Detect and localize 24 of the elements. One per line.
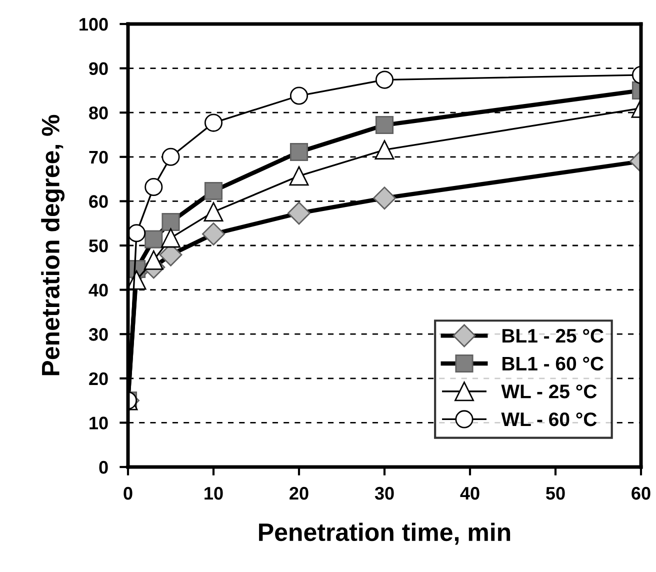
y-tick-label: 100 [80, 18, 108, 31]
y-tick-label: 60 [89, 195, 108, 208]
y-tick-label: 0 [99, 460, 108, 474]
x-tick-label: 30 [374, 486, 394, 500]
y-tick-label: 20 [89, 372, 108, 386]
x-tick-label: 20 [290, 486, 308, 500]
y-tick-label: 80 [89, 106, 108, 120]
y-tick-label: 10 [90, 416, 108, 430]
y-tick-label: 50 [89, 239, 108, 252]
legend-label: BL1 - 60 °C [502, 356, 604, 371]
legend-label: WL - 25 °C [501, 384, 597, 398]
x-tick-label: 50 [546, 486, 565, 500]
y-tick-label: 30 [88, 328, 108, 341]
y-tick-label: 40 [88, 284, 108, 297]
x-tick-label: 10 [204, 486, 223, 500]
y-axis-title: Penetration degree, % [41, 114, 65, 376]
x-tick-label: 0 [124, 486, 132, 500]
x-axis-title: Penetration time, min [259, 522, 510, 545]
legend-label: BL1 - 25 °C [502, 328, 604, 343]
x-tick-label: 40 [460, 486, 480, 500]
legend-label: WL - 60 °C [501, 412, 597, 426]
y-tick-label: 70 [89, 150, 108, 164]
y-tick-label: 90 [89, 62, 108, 76]
x-tick-label: 60 [632, 486, 650, 500]
